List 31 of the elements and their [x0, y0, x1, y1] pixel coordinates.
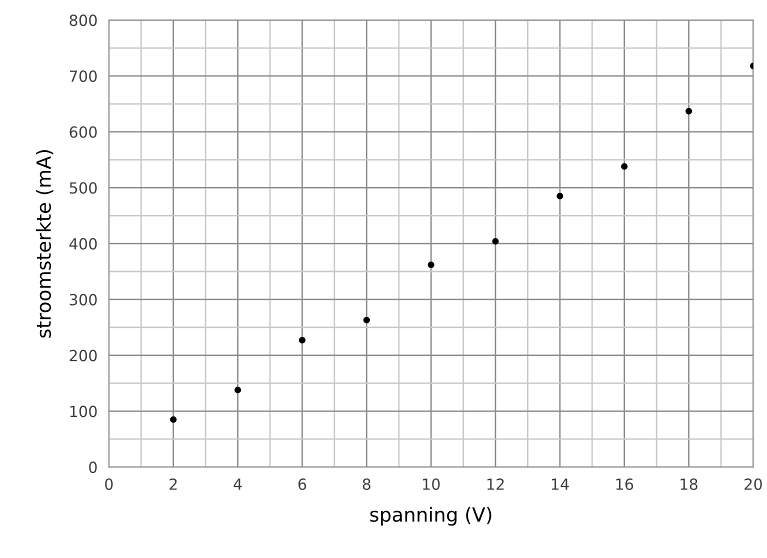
x-tick-label: 8 [362, 478, 370, 490]
point [428, 262, 434, 268]
point [170, 416, 177, 423]
point [363, 316, 370, 324]
y-axis-title: stroomsterkte (mA) [36, 150, 54, 338]
y-tick-label: 800 [70, 14, 97, 26]
y-tick-label: 100 [70, 406, 97, 418]
x-tick-label: 20 [744, 478, 762, 490]
y-tick-label: 400 [69, 238, 97, 250]
x-axis-title: spanning (V) [370, 506, 492, 526]
y-tick-label: 0 [89, 462, 97, 474]
x-tick-label: 14 [552, 478, 569, 490]
point [234, 386, 242, 394]
x-tick-label: 12 [487, 478, 504, 490]
x-tick-label: 10 [423, 478, 440, 490]
x-tick-label: 16 [616, 478, 634, 490]
x-tick-label: 18 [680, 478, 698, 490]
x-tick-label: 4 [234, 478, 242, 490]
y-tick-label: 300 [70, 294, 97, 306]
y-tick-label: 500 [70, 182, 97, 194]
y-tick-label: 700 [70, 70, 97, 82]
x-tick-label: 6 [298, 478, 306, 490]
point [621, 163, 628, 170]
point [556, 192, 564, 200]
point [492, 238, 499, 245]
y-tick-label: 200 [70, 350, 97, 362]
point [685, 108, 692, 114]
point [298, 336, 306, 344]
x-tick-label: 2 [170, 478, 177, 490]
y-tick-label: 600 [70, 126, 97, 138]
x-tick-label: 0 [105, 478, 113, 490]
